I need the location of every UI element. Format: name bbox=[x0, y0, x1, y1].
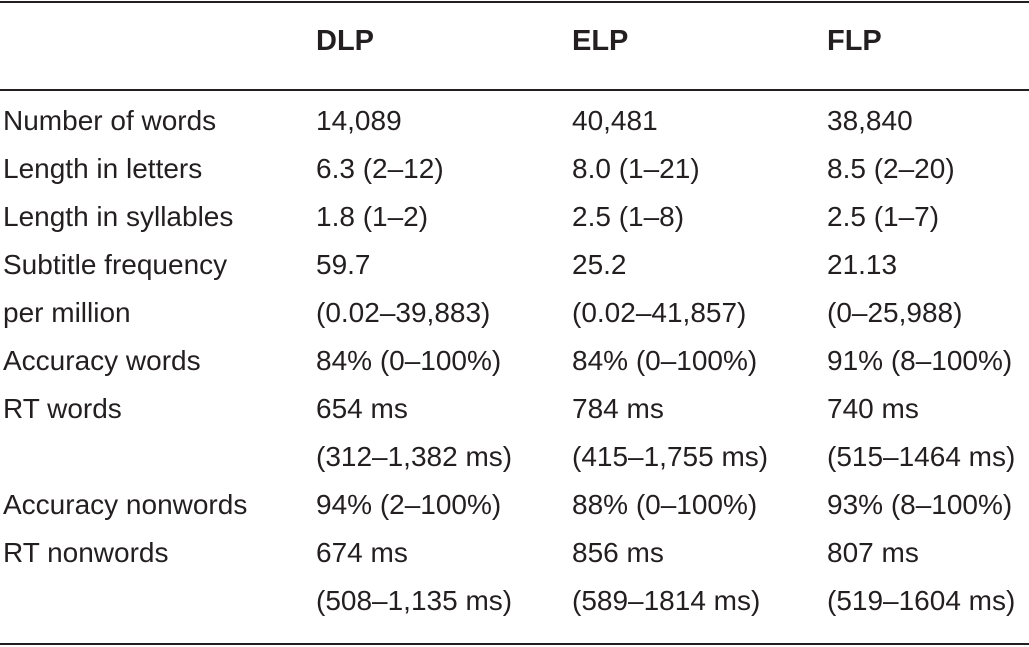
bottom-rule bbox=[0, 643, 1029, 645]
cell-elp: (415–1,755 ms) bbox=[572, 441, 769, 472]
top-rule bbox=[0, 1, 1029, 3]
cell-elp: 2.5 (1–8) bbox=[572, 201, 685, 232]
row-label: RT nonwords bbox=[3, 537, 169, 568]
cell-flp: (519–1604 ms) bbox=[827, 585, 1016, 616]
cell-dlp: 1.8 (1–2) bbox=[316, 201, 429, 232]
row-label: Accuracy nonwords bbox=[3, 489, 248, 520]
cell-flp: 2.5 (1–7) bbox=[827, 201, 940, 232]
cell-dlp: 6.3 (2–12) bbox=[316, 153, 444, 184]
cell-elp: 84% (0–100%) bbox=[572, 345, 758, 376]
cell-dlp: 14,089 bbox=[316, 105, 402, 136]
cell-flp: 8.5 (2–20) bbox=[827, 153, 955, 184]
cell-elp: 856 ms bbox=[572, 537, 664, 568]
cell-elp: 784 ms bbox=[572, 393, 664, 424]
cell-elp: 88% (0–100%) bbox=[572, 489, 758, 520]
cell-flp: (0–25,988) bbox=[827, 297, 963, 328]
cell-dlp: 94% (2–100%) bbox=[316, 489, 502, 520]
cell-flp: 21.13 bbox=[827, 249, 898, 280]
cell-dlp: 674 ms bbox=[316, 537, 408, 568]
column-header-dlp: DLP bbox=[316, 25, 374, 57]
cell-dlp: 84% (0–100%) bbox=[316, 345, 502, 376]
cell-flp: 91% (8–100%) bbox=[827, 345, 1013, 376]
column-header-flp: FLP bbox=[827, 25, 882, 57]
header-rule bbox=[0, 89, 1029, 91]
row-label: Length in syllables bbox=[3, 201, 234, 232]
cell-dlp: (0.02–39,883) bbox=[316, 297, 491, 328]
cell-elp: 40,481 bbox=[572, 105, 658, 136]
cell-elp: (589–1814 ms) bbox=[572, 585, 761, 616]
cell-flp: 807 ms bbox=[827, 537, 919, 568]
cell-flp: 740 ms bbox=[827, 393, 919, 424]
cell-dlp: 654 ms bbox=[316, 393, 408, 424]
row-label: RT words bbox=[3, 393, 122, 424]
row-label: Subtitle frequency bbox=[3, 249, 228, 280]
row-label: per million bbox=[3, 297, 131, 328]
cell-dlp: (508–1,135 ms) bbox=[316, 585, 513, 616]
column-header-elp: ELP bbox=[572, 25, 629, 57]
cell-dlp: 59.7 bbox=[316, 249, 371, 280]
cell-flp: 93% (8–100%) bbox=[827, 489, 1013, 520]
row-label: Length in letters bbox=[3, 153, 203, 184]
cell-dlp: (312–1,382 ms) bbox=[316, 441, 513, 472]
cell-elp: 8.0 (1–21) bbox=[572, 153, 700, 184]
cell-flp: (515–1464 ms) bbox=[827, 441, 1016, 472]
row-label: Number of words bbox=[3, 105, 217, 136]
cell-elp: 25.2 bbox=[572, 249, 627, 280]
cell-elp: (0.02–41,857) bbox=[572, 297, 747, 328]
cell-flp: 38,840 bbox=[827, 105, 913, 136]
row-label: Accuracy words bbox=[3, 345, 201, 376]
